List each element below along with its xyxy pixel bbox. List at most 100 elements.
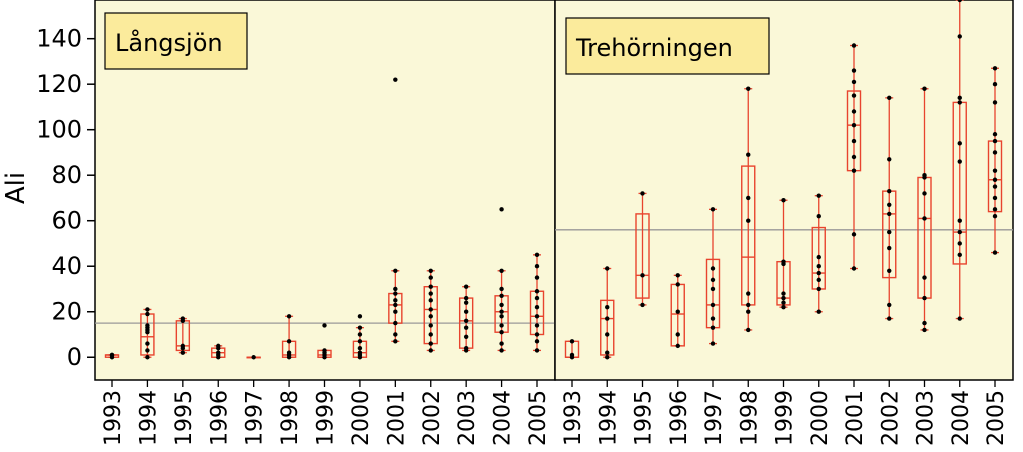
data-point [746, 302, 751, 308]
data-point [499, 309, 504, 314]
data-point [534, 275, 540, 280]
data-point [357, 350, 363, 355]
x-tick-label: 1995 [172, 390, 197, 446]
data-point [887, 211, 892, 217]
data-point [534, 264, 540, 269]
data-point [534, 332, 540, 337]
data-point [428, 348, 433, 353]
data-point [428, 275, 433, 280]
data-point [145, 341, 150, 346]
data-point [428, 307, 433, 312]
data-point [393, 298, 398, 303]
box-2000: 2000 [808, 193, 833, 446]
box-1999: 1999 [314, 323, 339, 446]
panel-background [94, 0, 556, 381]
x-tick-label: 2003 [455, 390, 480, 446]
data-point [887, 268, 892, 273]
y-tick-label: 0 [67, 343, 82, 371]
data-point [145, 348, 150, 353]
data-point [992, 168, 998, 173]
data-point [992, 207, 998, 212]
data-point [922, 275, 927, 280]
box-1995: 1995 [632, 191, 657, 446]
data-point [957, 159, 962, 164]
data-point [710, 302, 716, 308]
data-point [499, 268, 504, 273]
data-point [746, 309, 751, 314]
box-iqr [635, 213, 650, 299]
box-2000: 2000 [349, 314, 374, 446]
data-point [851, 122, 857, 128]
data-point [887, 188, 892, 194]
data-point [922, 327, 927, 333]
data-point [992, 132, 998, 137]
data-point [605, 266, 610, 271]
x-tick-label: 1996 [667, 390, 692, 446]
data-point [145, 311, 150, 317]
data-point [428, 298, 433, 303]
data-point [393, 339, 398, 344]
data-point [357, 325, 363, 330]
x-tick-label: 1997 [702, 390, 727, 446]
data-point [286, 314, 292, 319]
data-point [992, 81, 998, 87]
box-1994: 1994 [136, 307, 161, 446]
y-tick-label: 40 [51, 252, 82, 280]
data-point [922, 320, 927, 326]
x-tick-label: 1993 [561, 390, 586, 446]
data-point [851, 79, 857, 85]
box-iqr [600, 299, 615, 356]
data-point [710, 277, 716, 283]
panel-label-text: Långsjön [115, 28, 223, 57]
data-point [393, 320, 398, 326]
data-point [499, 302, 504, 308]
data-point [957, 100, 962, 105]
box-1997: 1997 [243, 355, 268, 446]
data-point [851, 138, 857, 144]
data-point [534, 304, 540, 310]
data-point [710, 286, 716, 292]
data-point [675, 343, 680, 349]
panel-label-box [104, 12, 248, 70]
data-point [781, 291, 786, 296]
data-point [463, 309, 469, 314]
data-point [499, 293, 504, 299]
data-point [393, 77, 398, 82]
data-point [569, 352, 575, 358]
data-point [109, 352, 115, 358]
data-point [675, 273, 680, 278]
data-point [746, 291, 751, 296]
x-tick-label: 1999 [314, 390, 339, 446]
box-1996: 1996 [207, 343, 232, 446]
data-point [428, 291, 433, 296]
data-point [957, 252, 962, 258]
x-tick-label: 2003 [914, 390, 939, 446]
data-point [675, 282, 680, 287]
box-1998: 1998 [278, 314, 303, 446]
x-tick-label: 1995 [632, 390, 657, 446]
data-point [534, 339, 540, 344]
data-point [605, 350, 610, 355]
data-point [992, 66, 998, 71]
data-point [816, 286, 821, 292]
box-2004: 2004 [949, 0, 974, 446]
data-point [781, 295, 786, 301]
data-point [393, 291, 398, 296]
x-tick-label: 2004 [491, 390, 516, 446]
data-point [710, 341, 716, 346]
panel-label-text: Trehörningen [575, 34, 733, 62]
data-point [746, 327, 751, 333]
data-point [534, 348, 540, 353]
data-point [781, 198, 786, 203]
data-point [816, 254, 821, 260]
x-tick-label: 1994 [596, 390, 621, 446]
x-tick-label: 2000 [349, 390, 374, 446]
data-point [851, 93, 857, 98]
box-1998: 1998 [737, 86, 762, 446]
data-point [180, 350, 186, 355]
data-point [499, 348, 504, 353]
box-1995: 1995 [172, 316, 197, 446]
data-point [922, 216, 927, 221]
data-point [887, 157, 892, 162]
data-point [675, 309, 680, 314]
